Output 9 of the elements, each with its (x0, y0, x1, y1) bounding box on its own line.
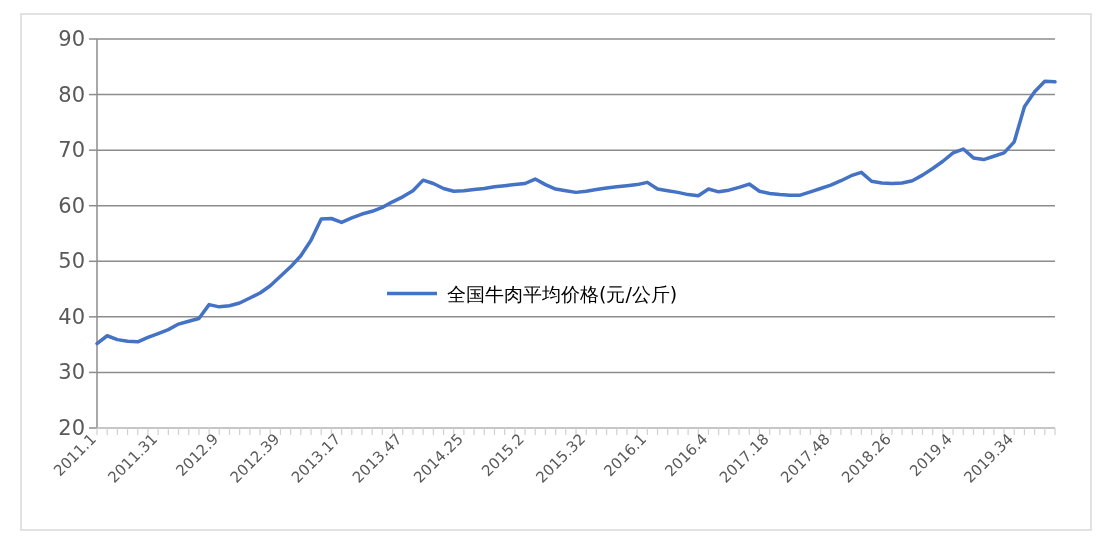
y-tick-label: 70 (58, 138, 85, 163)
y-tick-label: 90 (58, 27, 85, 51)
y-tick-label: 30 (58, 360, 85, 385)
y-tick-label: 20 (58, 416, 85, 440)
y-tick-label: 60 (58, 193, 85, 218)
y-tick-label: 50 (58, 249, 85, 274)
legend-label: 全国牛肉平均价格(元/公斤) (447, 282, 678, 305)
y-tick-label: 80 (58, 82, 85, 107)
y-tick-label: 40 (58, 304, 85, 329)
